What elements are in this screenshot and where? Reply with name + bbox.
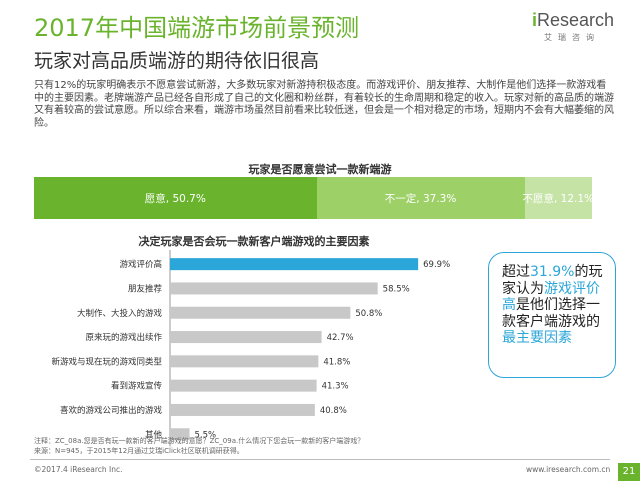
value-label: 5.5% xyxy=(195,430,217,440)
category-label: 喜欢的游戏公司推出的游戏 xyxy=(60,405,163,416)
stacked-segment-0: 愿意, 50.7% xyxy=(34,177,317,219)
value-label: 42.7% xyxy=(327,333,354,343)
value-label: 50.8% xyxy=(355,309,382,319)
page-subtitle: 玩家对高品质端游的期待依旧很高 xyxy=(34,50,320,72)
callout-box xyxy=(488,252,616,378)
stacked-segment-label: 愿意, 50.7% xyxy=(144,192,206,205)
category-label: 其他 xyxy=(145,429,163,440)
value-label: 41.8% xyxy=(323,357,350,367)
stacked-chart-title: 玩家是否愿意尝试一款新端游 xyxy=(248,163,392,176)
value-label: 69.9% xyxy=(423,260,450,270)
stacked-segment-label: 不一定, 37.3% xyxy=(384,192,457,205)
value-label: 41.3% xyxy=(322,382,349,392)
bar-1 xyxy=(170,282,378,295)
value-label: 58.5% xyxy=(383,284,410,294)
category-label: 游戏评价高 xyxy=(119,259,162,270)
category-label: 原来玩的游戏出续作 xyxy=(85,332,162,343)
category-label: 新游戏与现在玩的游戏同类型 xyxy=(51,356,162,367)
bar-3 xyxy=(170,331,322,344)
page-number: 21 xyxy=(618,463,640,481)
stacked-segment-1: 不一定, 37.3% xyxy=(316,177,525,219)
page-title: 2017年中国端游市场前景预测 xyxy=(34,14,360,42)
website-link[interactable]: www.iresearch.com.cn xyxy=(526,465,611,474)
stacked-segment-2: 不愿意, 12.1% xyxy=(522,177,595,219)
copyright-text: ©2017.4 iResearch Inc. xyxy=(34,465,123,474)
summary-paragraph: 只有12%的玩家明确表示不愿意尝试新游，大多数玩家对新游持积极态度。而游戏评价、… xyxy=(34,80,614,129)
source-note: 注释：ZC_08a.您是否有玩一款新的客户端游戏的意愿？ZC_09a.什么情况下… xyxy=(34,437,365,455)
factor-chart-title: 决定玩家是否会玩一款新客户端游戏的主要因素 xyxy=(138,235,370,248)
bar-4 xyxy=(170,355,319,368)
bar-0 xyxy=(170,258,419,271)
bar-5 xyxy=(170,379,317,392)
bar-2 xyxy=(170,306,351,319)
footer-divider xyxy=(30,459,610,460)
iresearch-logo: iResearch 艾瑞咨询 xyxy=(532,10,615,42)
willingness-stacked-bar: 愿意, 50.7% 不一定, 37.3% 不愿意, 12.1% xyxy=(34,177,595,219)
value-label: 40.8% xyxy=(320,406,347,416)
category-label: 朋友推荐 xyxy=(128,283,163,294)
callout-text: 超过31.9%的玩家认为游戏评价高是他们选择一款客户端游戏的最主要因素 xyxy=(502,264,603,346)
bar-7 xyxy=(170,428,190,441)
stacked-segment-label: 不愿意, 12.1% xyxy=(522,192,595,205)
category-label: 大制作、大投入的游戏 xyxy=(77,308,163,319)
category-label: 看到游戏宣传 xyxy=(111,381,163,392)
bar-6 xyxy=(170,403,315,416)
